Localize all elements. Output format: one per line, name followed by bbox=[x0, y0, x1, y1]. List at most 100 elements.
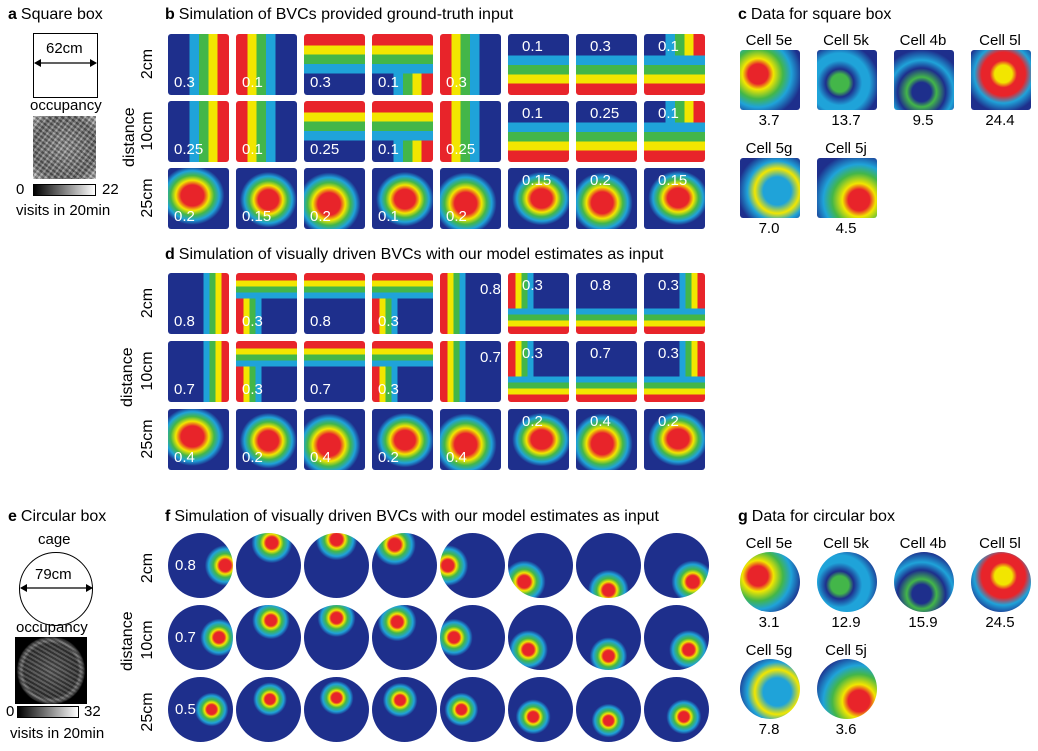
circular-rate-map-tile bbox=[440, 533, 505, 598]
cell-rate-map bbox=[817, 158, 877, 218]
rate-map-tile: 0.15 bbox=[508, 168, 569, 229]
rate-map-tile: 0.25 bbox=[576, 101, 637, 162]
rate-map-tile: 0.3 bbox=[644, 341, 705, 402]
row-distance-label: 10cm bbox=[139, 350, 156, 391]
square-cbar-caption: visits in 20min bbox=[16, 202, 111, 219]
tile-value: 0.15 bbox=[242, 208, 272, 225]
rate-map-tile: 0.7 bbox=[168, 341, 229, 402]
rate-map-tile: 0.2 bbox=[508, 409, 569, 470]
square-box-size-label: 62cm bbox=[46, 40, 83, 57]
cell-name-label: Cell 4b bbox=[899, 32, 947, 49]
cell-name-label: Cell 5l bbox=[979, 535, 1021, 552]
cell-name-label: Cell 5j bbox=[825, 140, 867, 157]
tile-value: 0.7 bbox=[590, 345, 611, 362]
rate-map-tile: 0.1 bbox=[372, 101, 433, 162]
rate-map-tile: 0.2 bbox=[304, 168, 365, 229]
tile-value: 0.3 bbox=[174, 74, 195, 91]
tile-value: 0.1 bbox=[378, 74, 399, 91]
cell-rate-map bbox=[971, 50, 1031, 110]
rate-map-tile: 0.1 bbox=[508, 34, 569, 95]
row-distance-label: 10cm bbox=[139, 110, 156, 151]
tile-value: 0.2 bbox=[590, 172, 611, 189]
circular-rate-map-tile bbox=[440, 605, 505, 670]
tile-value: 0.3 bbox=[378, 381, 399, 398]
cell-name-label: Cell 4b bbox=[899, 535, 947, 552]
tile-value: 0.7 bbox=[175, 629, 196, 646]
panel-a-title-text: Square box bbox=[20, 6, 103, 23]
rate-map-tile: 0.8 bbox=[576, 273, 637, 334]
panel-c-title: c Data for square box bbox=[738, 6, 891, 24]
panel-a-letter: a bbox=[8, 6, 17, 23]
row-distance-label: 10cm bbox=[139, 620, 156, 660]
square-cbar-max: 22 bbox=[102, 181, 119, 198]
tile-value: 0.2 bbox=[522, 413, 543, 430]
tile-value: 0.7 bbox=[480, 349, 501, 366]
tile-value: 0.8 bbox=[590, 277, 611, 294]
circular-rate-map-tile bbox=[644, 533, 709, 598]
rate-map-tile: 0.1 bbox=[372, 168, 433, 229]
tile-value: 0.1 bbox=[378, 141, 399, 158]
rate-map-tile: 0.25 bbox=[440, 101, 501, 162]
circular-rate-map-tile: 0.8 bbox=[168, 533, 233, 598]
square-occupancy-label: occupancy bbox=[30, 97, 102, 114]
circular-rate-map-tile bbox=[508, 677, 573, 742]
rate-map-tile: 0.3 bbox=[304, 34, 365, 95]
tile-value: 0.2 bbox=[658, 413, 679, 430]
rate-map-tile: 0.4 bbox=[304, 409, 365, 470]
square-cbar-min: 0 bbox=[16, 181, 25, 198]
circular-box-arrow bbox=[20, 584, 93, 592]
rate-map-tile: 0.3 bbox=[236, 273, 297, 334]
panel-f-title-text: Simulation of visually driven BVCs with … bbox=[174, 508, 659, 525]
cell-peak-rate: 4.5 bbox=[835, 220, 857, 237]
circular-rate-map-tile bbox=[576, 605, 641, 670]
rate-map-tile: 0.2 bbox=[372, 409, 433, 470]
panel-f-title: f Simulation of visually driven BVCs with… bbox=[165, 508, 659, 526]
circular-box-outline bbox=[19, 552, 93, 626]
panel-g-letter: g bbox=[738, 508, 748, 525]
tile-value: 0.8 bbox=[174, 313, 195, 330]
rate-map-tile: 0.1 bbox=[236, 101, 297, 162]
cell-peak-rate: 3.1 bbox=[758, 614, 780, 631]
rate-map-tile: 0.2 bbox=[644, 409, 705, 470]
panel-b-title-text: Simulation of BVCs provided ground-truth… bbox=[178, 6, 514, 23]
panel-b-letter: b bbox=[165, 6, 175, 23]
row-distance-label: 25cm bbox=[139, 692, 156, 732]
cell-peak-rate: 7.0 bbox=[758, 220, 780, 237]
cell-peak-rate: 15.9 bbox=[908, 614, 938, 631]
tile-value: 0.3 bbox=[378, 313, 399, 330]
cell-name-label: Cell 5k bbox=[823, 32, 869, 49]
rate-map-tile: 0.3 bbox=[576, 34, 637, 95]
circular-colorbar bbox=[17, 706, 79, 718]
circular-rate-map-tile bbox=[372, 677, 437, 742]
cell-rate-map bbox=[971, 552, 1031, 612]
panel-f-distance-label: distance bbox=[119, 611, 136, 671]
rate-map-tile: 0.1 bbox=[372, 34, 433, 95]
tile-value: 0.8 bbox=[175, 557, 196, 574]
circular-occupancy-label: occupancy bbox=[16, 619, 88, 636]
rate-map-tile: 0.7 bbox=[576, 341, 637, 402]
cell-name-label: Cell 5e bbox=[745, 535, 793, 552]
rate-map-tile: 0.7 bbox=[304, 341, 365, 402]
rate-map-tile: 0.1 bbox=[508, 101, 569, 162]
row-distance-label: 25cm bbox=[139, 177, 156, 218]
panel-f-letter: f bbox=[165, 508, 171, 525]
panel-e-title-text: Circular box bbox=[20, 508, 107, 525]
square-box-outline bbox=[33, 33, 98, 98]
circular-rate-map-tile bbox=[236, 533, 301, 598]
cell-peak-rate: 3.7 bbox=[758, 112, 780, 129]
panel-a-title: a Square box bbox=[8, 6, 103, 24]
cell-rate-map bbox=[740, 50, 800, 110]
rate-map-tile: 0.4 bbox=[440, 409, 501, 470]
tile-value: 0.7 bbox=[310, 381, 331, 398]
tile-value: 0.7 bbox=[174, 381, 195, 398]
tile-value: 0.2 bbox=[378, 449, 399, 466]
tile-value: 0.4 bbox=[446, 449, 467, 466]
panel-g-title-text: Data for circular box bbox=[751, 508, 895, 525]
panel-d-title-text: Simulation of visually driven BVCs with … bbox=[178, 246, 664, 263]
cell-name-label: Cell 5l bbox=[979, 32, 1021, 49]
tile-value: 0.5 bbox=[175, 701, 196, 718]
cell-peak-rate: 24.4 bbox=[985, 112, 1015, 129]
rate-map-tile: 0.2 bbox=[168, 168, 229, 229]
tile-value: 0.2 bbox=[310, 208, 331, 225]
cell-name-label: Cell 5e bbox=[745, 32, 793, 49]
